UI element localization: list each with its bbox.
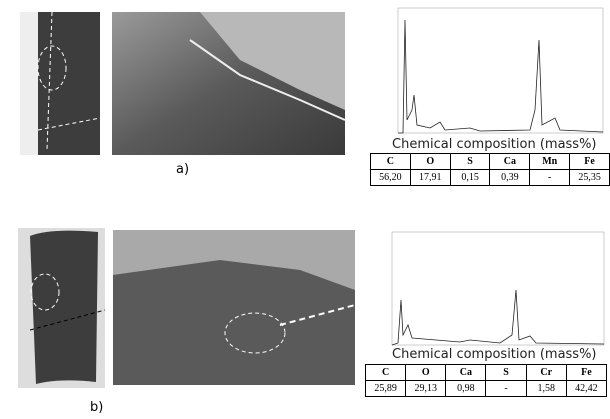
table-cell: O xyxy=(410,154,450,170)
table-cell: Ca xyxy=(490,154,530,170)
caption: Chemical composition (mass%) xyxy=(392,347,597,362)
table-cell: Mn xyxy=(530,154,570,170)
spectrum-frame xyxy=(398,8,603,133)
panel-label: a) xyxy=(176,162,189,177)
table-cell: Ca xyxy=(446,365,486,381)
spectrum-line xyxy=(398,20,603,133)
sample-photo xyxy=(30,231,98,384)
table-cell: S xyxy=(486,365,526,381)
table-cell: 0,98 xyxy=(446,381,486,397)
table-cell: 17,91 xyxy=(410,170,450,186)
table-cell: Cr xyxy=(526,365,566,381)
table-cell: 56,20 xyxy=(371,170,411,186)
table-cell: C xyxy=(366,365,406,381)
table-cell: O xyxy=(406,365,446,381)
spectrum-line xyxy=(392,290,604,345)
table-cell: - xyxy=(486,381,526,397)
table-cell: 25,35 xyxy=(570,170,610,186)
panel-label: b) xyxy=(90,400,103,415)
table-cell: 25,89 xyxy=(366,381,406,397)
table-cell: 29,13 xyxy=(406,381,446,397)
table-cell: Fe xyxy=(570,154,610,170)
table-cell: 1,58 xyxy=(526,381,566,397)
table-cell: - xyxy=(530,170,570,186)
table-cell: 42,42 xyxy=(566,381,606,397)
page: Chemical composition (mass%) COSCaMnFe56… xyxy=(0,0,610,419)
caption: Chemical composition (mass%) xyxy=(392,137,597,152)
table-cell: 0,39 xyxy=(490,170,530,186)
table-cell: Fe xyxy=(566,365,606,381)
table-cell: S xyxy=(450,154,490,170)
table-cell: C xyxy=(371,154,411,170)
spectrum-frame xyxy=(392,232,604,345)
sample-photo-edge xyxy=(20,12,38,155)
table-cell: 0,15 xyxy=(450,170,490,186)
